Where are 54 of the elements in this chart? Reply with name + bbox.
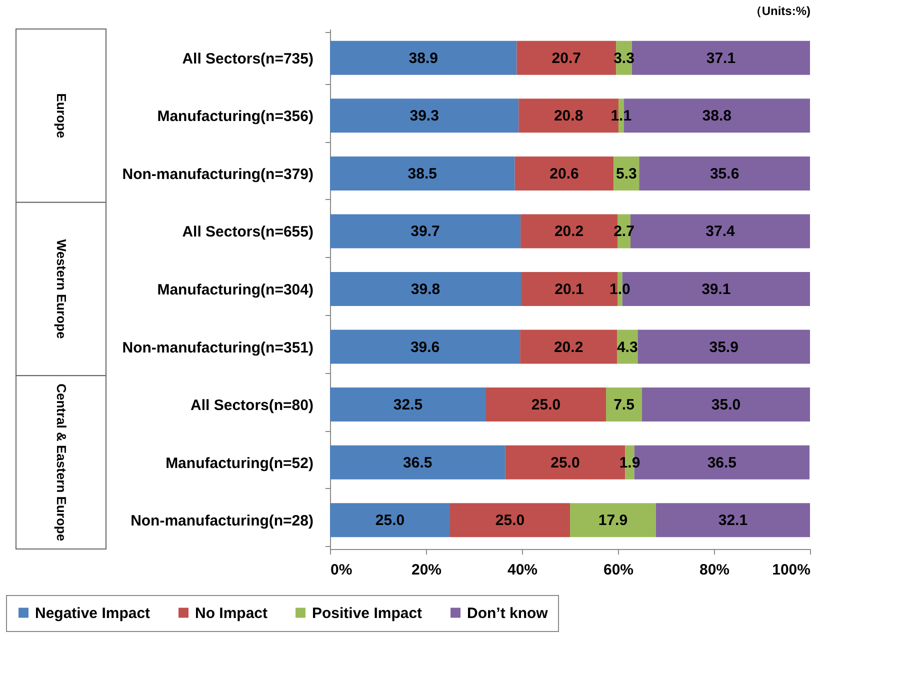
y-tick-label: Non-manufacturing(n=379)	[122, 166, 314, 183]
data-label: 39.7	[410, 223, 440, 240]
y-tick-label: Manufacturing(n=356)	[157, 108, 314, 126]
data-label: 20.2	[554, 338, 584, 356]
data-label: 25.0	[375, 512, 405, 530]
data-label: 20.7	[552, 50, 581, 67]
x-tick-label: 100%	[772, 562, 810, 578]
y-tick-label: All Sectors(n=655)	[182, 224, 314, 241]
data-label: 20.6	[550, 165, 579, 182]
y-tick-label: Manufacturing(n=304)	[157, 282, 314, 298]
data-label: 38.9	[408, 50, 438, 67]
data-label: 20.1	[554, 281, 584, 298]
data-label: 36.5	[707, 454, 737, 472]
data-label: 7.5	[614, 396, 634, 414]
data-label: 25.0	[495, 512, 525, 530]
data-label: 39.8	[410, 281, 440, 298]
x-tick-label: 40%	[507, 562, 538, 578]
y-tick-label: Manufacturing(n=52)	[166, 454, 314, 472]
data-label: 39.6	[410, 338, 440, 356]
x-tick-label: 60%	[603, 562, 634, 578]
data-label: 35.0	[711, 396, 741, 414]
x-tick-label: 80%	[699, 562, 730, 578]
data-label: 39.3	[410, 108, 439, 125]
text: Central & Eastern Europe	[54, 384, 69, 542]
data-label: 37.1	[706, 50, 736, 67]
legend-label: Negative Impact	[35, 604, 150, 622]
text: Western Europe	[54, 239, 69, 339]
data-label: 20.8	[554, 108, 584, 125]
data-label: 32.1	[718, 512, 748, 530]
legend-label: Don’t know	[467, 604, 548, 622]
y-tick-label: Non-manufacturing(n=28)	[130, 512, 314, 530]
data-label: 20.2	[554, 223, 584, 240]
data-label: 39.1	[702, 281, 731, 298]
y-tick-label: Non-manufacturing(n=351)	[122, 339, 314, 356]
data-label: 38.5	[408, 165, 437, 182]
data-label: 32.5	[393, 396, 423, 414]
x-tick-label: 20%	[411, 562, 442, 578]
data-label: 25.0	[550, 454, 580, 472]
data-label: 25.0	[531, 396, 561, 414]
x-tick-label: 0%	[330, 562, 352, 578]
y-tick-label: All Sectors(n=80)	[190, 397, 314, 414]
data-label: 37.4	[706, 223, 736, 240]
legend-label: No Impact	[195, 604, 268, 622]
data-label: 38.8	[702, 108, 732, 125]
data-label: 35.9	[709, 338, 738, 356]
data-label: 17.9	[598, 512, 628, 530]
data-label: 4.3	[616, 338, 638, 356]
data-label: 35.6	[710, 165, 740, 182]
y-tick-label: All Sectors(n=735)	[182, 50, 314, 68]
legend-label: Positive Impact	[312, 604, 422, 622]
data-label: 5.3	[616, 165, 637, 182]
text: Europe	[54, 93, 69, 138]
data-label: 36.5	[403, 454, 432, 472]
text: （Units:%)	[750, 4, 810, 18]
